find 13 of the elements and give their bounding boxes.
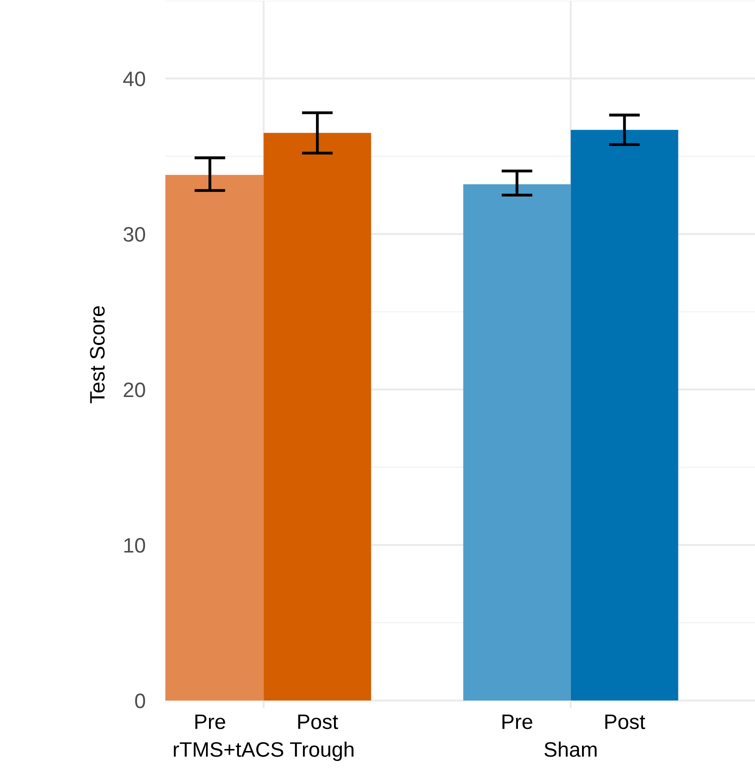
x-tick-label: rTMS+tACS Trough <box>174 742 354 762</box>
bar <box>570 130 678 700</box>
series-label: Pre <box>195 714 226 730</box>
text: Pre <box>502 714 532 730</box>
series-label: Post <box>298 714 338 730</box>
x-tick-label: Sham <box>544 742 597 757</box>
y-tick-label: 40 <box>123 72 146 86</box>
text: Post <box>605 714 646 730</box>
y-tick-label: 10 <box>124 538 146 553</box>
y-axis-title: Test Score <box>90 306 105 404</box>
y-tick-label: 0 <box>135 693 146 708</box>
y-tick-label: 20 <box>124 382 146 398</box>
y-tick-label: 30 <box>124 227 146 242</box>
